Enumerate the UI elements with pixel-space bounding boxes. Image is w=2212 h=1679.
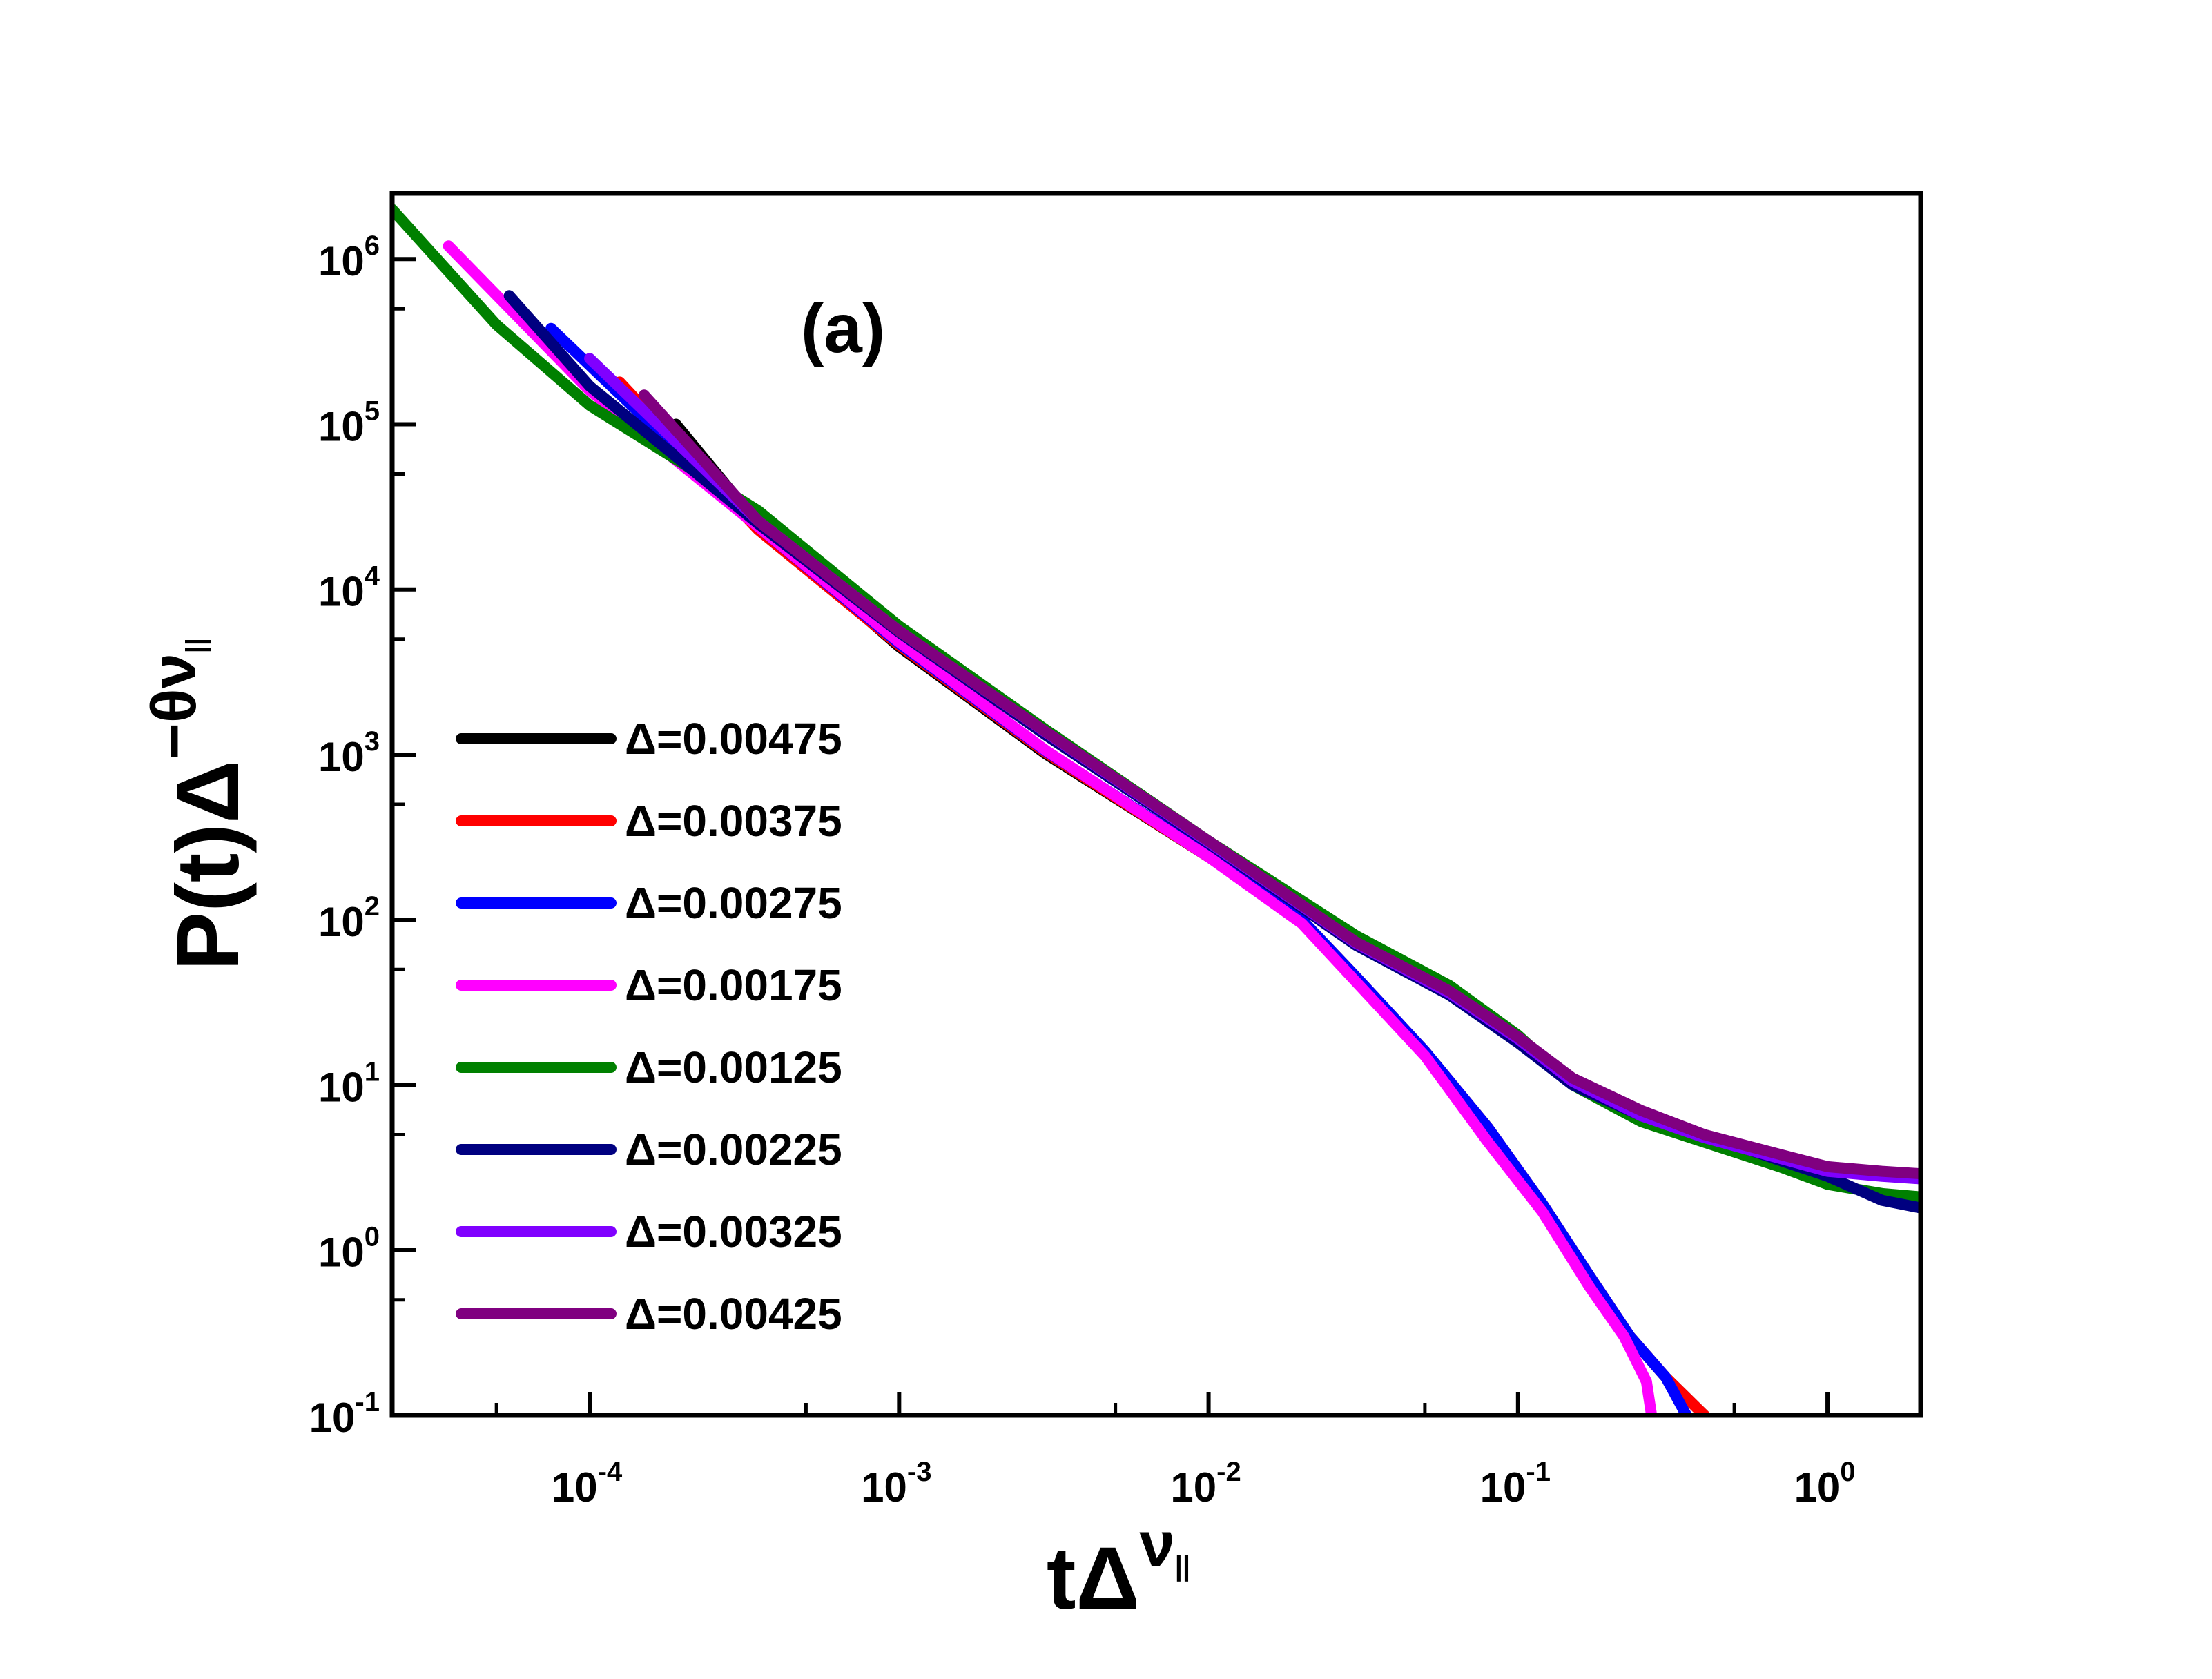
y-tick-label: 105 <box>318 396 380 449</box>
x-axis-title-base: tΔ <box>1047 1529 1140 1628</box>
legend: Δ=0.00475 Δ=0.00375 Δ=0.00275 Δ=0.00175 Δ=0.… <box>456 714 842 1339</box>
x-axis-title-sup: ν <box>1140 1509 1175 1580</box>
y-tick-label: 100 <box>318 1222 380 1276</box>
legend-label: Δ=0.00275 <box>625 878 842 928</box>
x-tick-label: 10-1 <box>1480 1457 1551 1511</box>
y-tick-label: 106 <box>318 231 380 284</box>
y-axis-title-subsup: || <box>181 638 211 653</box>
y-tick-label: 103 <box>318 726 380 780</box>
legend-label: Δ=0.00225 <box>625 1125 842 1174</box>
y-tick-label: 102 <box>318 891 380 945</box>
x-tick-label: 100 <box>1794 1457 1856 1511</box>
y-tick-label: 10-1 <box>309 1387 380 1441</box>
legend-label: Δ=0.00325 <box>625 1207 842 1256</box>
legend-label: Δ=0.00175 <box>625 960 842 1010</box>
legend-label: Δ=0.00425 <box>625 1289 842 1339</box>
y-tick-label: 104 <box>318 561 380 615</box>
y-axis-title-sup: −θν <box>139 653 209 760</box>
tick-layer: 10-4 10-3 10-2 10-1 100 10-1 100 101 102 103 104 10… <box>309 231 1856 1511</box>
x-tick-label: 10-2 <box>1170 1457 1241 1511</box>
series-line-8 <box>639 389 1921 1180</box>
x-axis-title: tΔν|| <box>1047 1509 1190 1628</box>
x-tick-label: 10-3 <box>861 1457 931 1511</box>
legend-label: Δ=0.00375 <box>625 796 842 846</box>
y-axis-title-base: P(t)Δ <box>159 760 258 971</box>
series-layer <box>392 204 1921 1415</box>
x-axis-title-subsup: || <box>1175 1551 1190 1582</box>
legend-label: Δ=0.00125 <box>625 1042 842 1092</box>
legend-label: Δ=0.00475 <box>625 714 842 764</box>
x-tick-label: 10-4 <box>552 1457 623 1511</box>
y-tick-label: 101 <box>318 1056 380 1110</box>
panel-label: (a) <box>801 290 885 367</box>
y-axis-title: P(t)Δ−θν|| <box>139 638 258 971</box>
